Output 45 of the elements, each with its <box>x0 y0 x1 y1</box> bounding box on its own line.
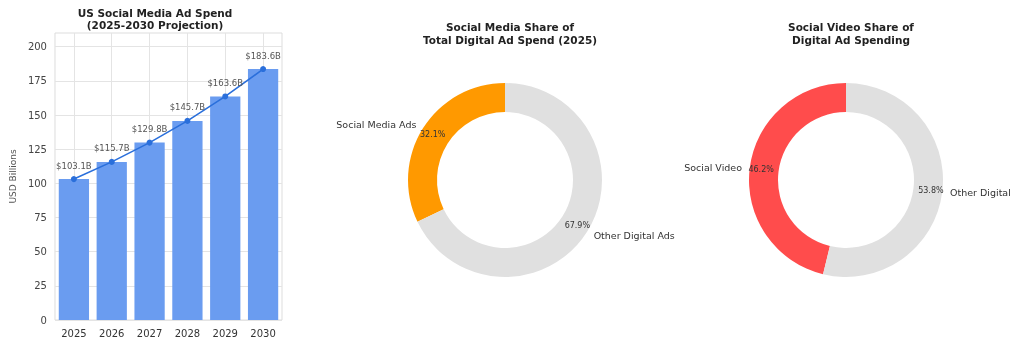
data-label: $115.7B <box>93 143 130 154</box>
x-tick-label: 2027 <box>136 327 163 339</box>
y-tick-label: 100 <box>27 177 47 189</box>
data-label: 53.8% <box>918 185 944 195</box>
point <box>222 93 229 100</box>
bar <box>172 120 203 320</box>
slice-label: Social Media Ads <box>336 118 417 130</box>
data-label: $129.8B <box>131 124 168 135</box>
data-label: $145.7B <box>169 102 206 113</box>
point <box>260 66 267 73</box>
point <box>184 117 191 124</box>
y-tick-label: 25 <box>34 280 47 292</box>
bar <box>210 96 241 320</box>
x-tick-label: 2030 <box>250 327 276 339</box>
point <box>108 158 115 165</box>
data-label: $103.1B <box>56 160 92 171</box>
data-label: 46.2% <box>748 165 775 175</box>
bar <box>58 179 90 320</box>
slice-label: Social Video <box>684 162 743 174</box>
y-tick-label: 50 <box>34 246 47 258</box>
y-tick-label: 150 <box>27 109 47 121</box>
bar <box>96 161 127 320</box>
chart-title: US Social Media Ad Spend (2025-2030 Projection) <box>77 7 233 31</box>
chart-title: Social Video Share of Digital Ad Spending <box>788 20 915 46</box>
slice-label: Other Digital <box>950 186 1011 198</box>
y-tick-label: 125 <box>27 143 47 155</box>
y-axis-title: USD Billions <box>7 149 18 204</box>
x-tick-label: 2026 <box>99 327 125 339</box>
x-tick-label: 2028 <box>174 327 201 339</box>
y-tick-label: 75 <box>34 212 47 223</box>
slice-label: Other Digital Ads <box>593 230 675 242</box>
point <box>146 139 153 146</box>
data-label: 67.9% <box>564 221 591 231</box>
x-tick-label: 2025 <box>61 327 87 339</box>
y-tick-label: 175 <box>27 75 47 87</box>
y-tick-label: 0 <box>40 314 47 326</box>
data-label: 32.1% <box>419 129 446 139</box>
bar <box>134 142 165 320</box>
y-tick-label: 200 <box>27 41 47 53</box>
data-label: $163.6B <box>207 77 244 88</box>
point <box>70 176 77 183</box>
bar <box>247 69 279 320</box>
x-tick-label: 2029 <box>212 327 238 339</box>
data-label: $183.6B <box>245 50 282 61</box>
chart-title: Social Media Share of Total Digital Ad Spend (2025) <box>422 20 598 46</box>
